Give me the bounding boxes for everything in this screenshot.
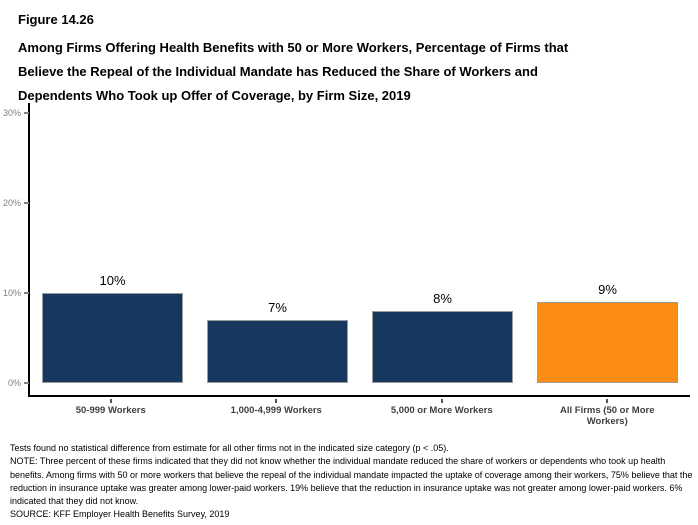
footnotes: Tests found no statistical difference fr…: [10, 442, 694, 522]
x-axis-slot: 5,000 or More Workers: [359, 399, 525, 427]
x-tick-label: 50-999 Workers: [75, 405, 146, 416]
bar-slot: 9%: [525, 103, 690, 383]
bar-slot: 10%: [30, 103, 195, 383]
y-tick-label: 30%: [2, 108, 21, 118]
bar-slot: 8%: [360, 103, 525, 383]
y-tick-label: 10%: [2, 288, 21, 298]
bar-slot: 7%: [195, 103, 360, 383]
stat-note-text: Tests found no statistical difference fr…: [10, 443, 449, 453]
bar-chart-plot-area: 10% 7% 8% 9% 0% 10% 20% 30%: [3, 103, 690, 397]
x-tick-label: All Firms (50 or More Workers): [560, 405, 655, 427]
x-axis-slot: 1,000-4,999 Workers: [194, 399, 360, 427]
y-tick-mark: [24, 112, 29, 114]
x-tick-label: 1,000-4,999 Workers: [230, 405, 322, 416]
bar-value-label: 8%: [433, 291, 452, 306]
x-tick-mark: [440, 399, 443, 403]
x-tick-mark: [109, 399, 112, 403]
bar: [206, 320, 349, 383]
source-text: SOURCE: KFF Employer Health Benefits Sur…: [10, 509, 230, 520]
x-axis-slot: All Firms (50 or More Workers): [525, 399, 691, 427]
bar: [536, 302, 679, 383]
note-text: NOTE: Three percent of these firms indic…: [10, 456, 693, 507]
y-tick-mark: [24, 382, 29, 384]
x-tick-mark: [275, 399, 278, 403]
x-axis-slot: 50-999 Workers: [28, 399, 194, 427]
y-tick-mark: [24, 202, 29, 204]
bars-container: 10% 7% 8% 9%: [30, 103, 690, 395]
bar: [41, 293, 184, 383]
bar-value-label: 10%: [99, 273, 126, 288]
bar-value-label: 7%: [268, 300, 287, 315]
bar: [371, 311, 514, 383]
figure-number: Figure 14.26: [18, 12, 94, 27]
figure-title: Among Firms Offering Health Benefits wit…: [18, 40, 569, 103]
y-tick-mark: [24, 292, 29, 294]
x-axis: 50-999 Workers 1,000-4,999 Workers 5,000 o…: [28, 399, 690, 427]
y-tick-label: 0%: [7, 378, 21, 388]
y-tick-label: 20%: [2, 198, 21, 208]
x-tick-label: 5,000 or More Workers: [390, 405, 493, 416]
x-tick-mark: [606, 399, 609, 403]
bar-value-label: 9%: [598, 282, 617, 297]
